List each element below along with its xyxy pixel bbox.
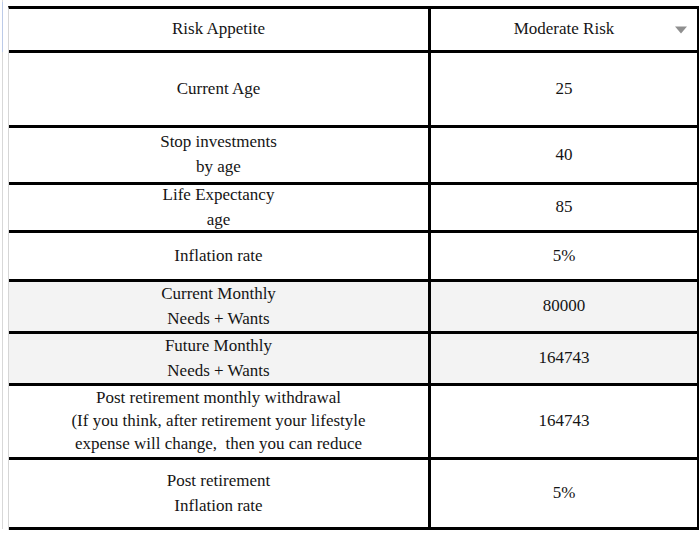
retirement-input-table: Risk Appetite Moderate Risk Current Age … — [8, 6, 699, 530]
future-monthly-needs-wants-value: 164743 — [539, 346, 590, 371]
current-monthly-needs-wants-label: Current Monthly Needs + Wants — [161, 282, 276, 331]
inflation-rate-label: Inflation rate — [174, 244, 262, 269]
post-retirement-withdrawal-value: 164743 — [539, 409, 590, 434]
current-age-value-cell[interactable]: 25 — [431, 53, 697, 128]
post-retirement-inflation-rate-label: Post retirement Inflation rate — [167, 469, 270, 518]
inflation-rate-value: 5% — [553, 244, 576, 269]
left-gridline-highlight — [2, 2, 3, 52]
stop-investments-age-label: Stop investments by age — [160, 130, 277, 179]
stop-investments-age-value: 40 — [556, 143, 573, 168]
current-monthly-needs-wants-value: 80000 — [543, 294, 586, 319]
dropdown-arrow-icon[interactable] — [675, 26, 687, 33]
risk-appetite-selected-value: Moderate Risk — [514, 17, 615, 42]
post-retirement-withdrawal-label-cell: Post retirement monthly withdrawal (If y… — [9, 386, 431, 460]
inflation-rate-label-cell: Inflation rate — [9, 233, 431, 282]
future-monthly-needs-wants-value-cell[interactable]: 164743 — [431, 334, 697, 386]
current-age-label-cell: Current Age — [9, 53, 431, 128]
current-age-value: 25 — [556, 77, 573, 102]
current-age-label: Current Age — [177, 77, 261, 102]
post-retirement-withdrawal-label: Post retirement monthly withdrawal (If y… — [71, 387, 365, 455]
post-retirement-withdrawal-value-cell[interactable]: 164743 — [431, 386, 697, 460]
future-monthly-needs-wants-label-cell: Future Monthly Needs + Wants — [9, 334, 431, 386]
life-expectancy-age-value: 85 — [556, 195, 573, 220]
left-gridline — [2, 0, 3, 529]
current-monthly-needs-wants-value-cell[interactable]: 80000 — [431, 282, 697, 334]
post-retirement-inflation-rate-label-cell: Post retirement Inflation rate — [9, 460, 431, 530]
risk-appetite-value-cell[interactable]: Moderate Risk — [431, 9, 697, 53]
life-expectancy-age-label-cell: Life Expectancy age — [9, 185, 431, 233]
inflation-rate-value-cell[interactable]: 5% — [431, 233, 697, 282]
risk-appetite-label-cell: Risk Appetite — [9, 9, 431, 53]
post-retirement-inflation-rate-value-cell[interactable]: 5% — [431, 460, 697, 530]
future-monthly-needs-wants-label: Future Monthly Needs + Wants — [165, 334, 272, 383]
risk-appetite-label: Risk Appetite — [172, 17, 265, 42]
stop-investments-age-label-cell: Stop investments by age — [9, 128, 431, 185]
life-expectancy-age-value-cell[interactable]: 85 — [431, 185, 697, 233]
current-monthly-needs-wants-label-cell: Current Monthly Needs + Wants — [9, 282, 431, 334]
stop-investments-age-value-cell[interactable]: 40 — [431, 128, 697, 185]
post-retirement-inflation-rate-value: 5% — [553, 481, 576, 506]
spreadsheet-view: Risk Appetite Moderate Risk Current Age … — [0, 0, 700, 533]
life-expectancy-age-label: Life Expectancy age — [163, 183, 275, 232]
